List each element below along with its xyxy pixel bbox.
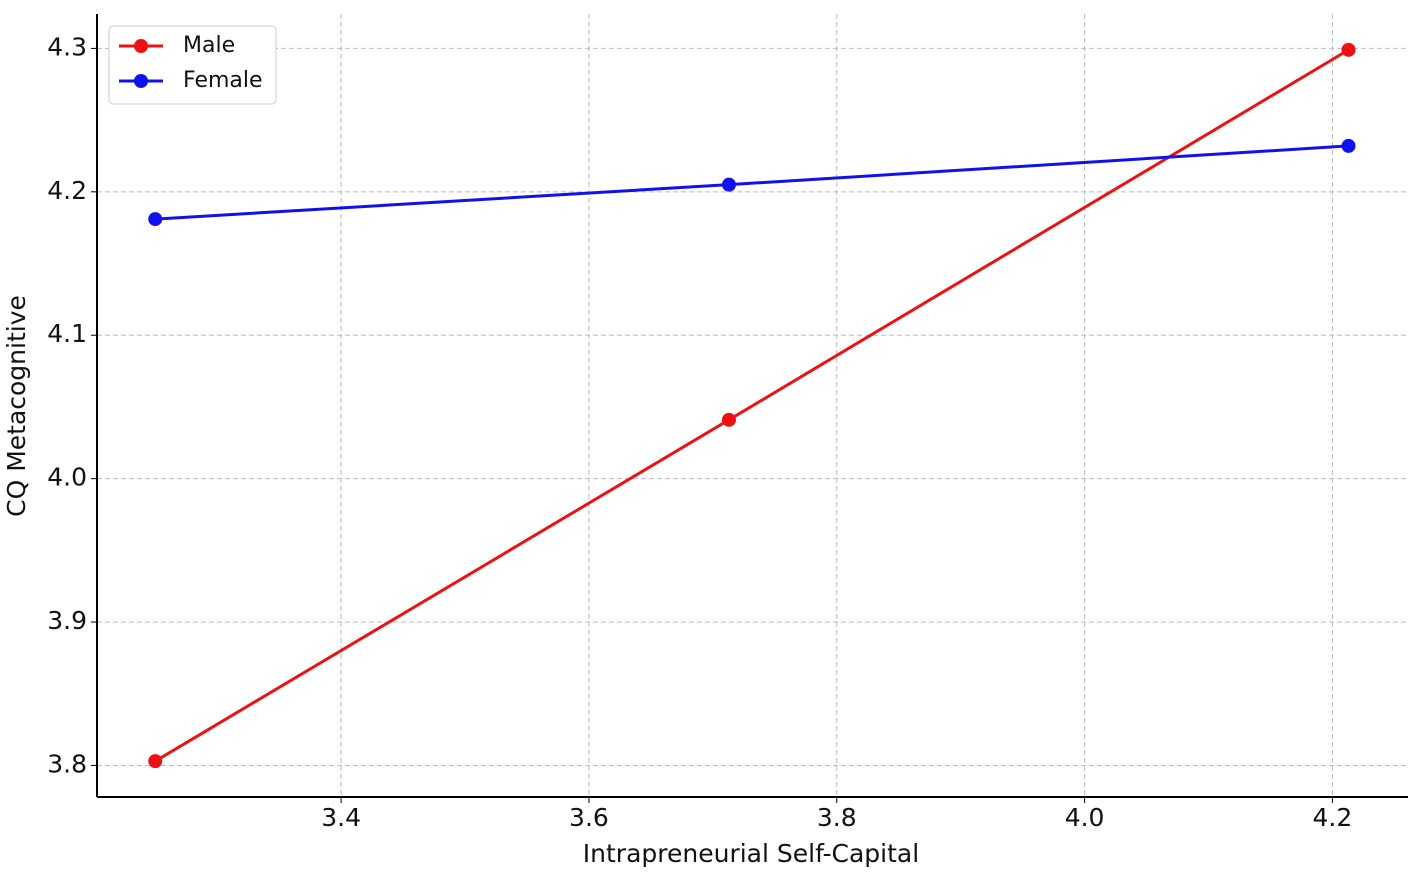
y-tick-label: 4.1 bbox=[47, 319, 87, 348]
data-point bbox=[1341, 42, 1356, 57]
data-point bbox=[1341, 138, 1356, 153]
data-point bbox=[148, 754, 163, 769]
y-axis-label: CQ Metacognitive bbox=[2, 295, 31, 517]
legend-label: Female bbox=[183, 68, 263, 93]
data-point bbox=[721, 412, 736, 427]
y-tick-label: 4.3 bbox=[47, 32, 87, 61]
y-tick-label: 3.9 bbox=[47, 606, 87, 635]
x-tick-label: 4.0 bbox=[1065, 803, 1105, 832]
x-tick-label: 3.8 bbox=[817, 803, 857, 832]
series-line bbox=[155, 144, 1349, 221]
data-point bbox=[721, 177, 736, 192]
y-tick-label: 4.0 bbox=[47, 463, 87, 492]
x-tick-label: 3.6 bbox=[569, 803, 609, 832]
legend-marker bbox=[134, 74, 148, 88]
x-axis-label: Intrapreneurial Self-Capital bbox=[583, 839, 919, 868]
legend-label: Male bbox=[183, 33, 235, 58]
y-tick-label: 3.8 bbox=[47, 749, 87, 778]
x-tick-label: 4.2 bbox=[1313, 803, 1353, 832]
legend-marker bbox=[134, 39, 148, 53]
x-tick-label: 3.4 bbox=[321, 803, 361, 832]
y-tick-label: 4.2 bbox=[47, 176, 87, 205]
data-point bbox=[148, 212, 163, 227]
